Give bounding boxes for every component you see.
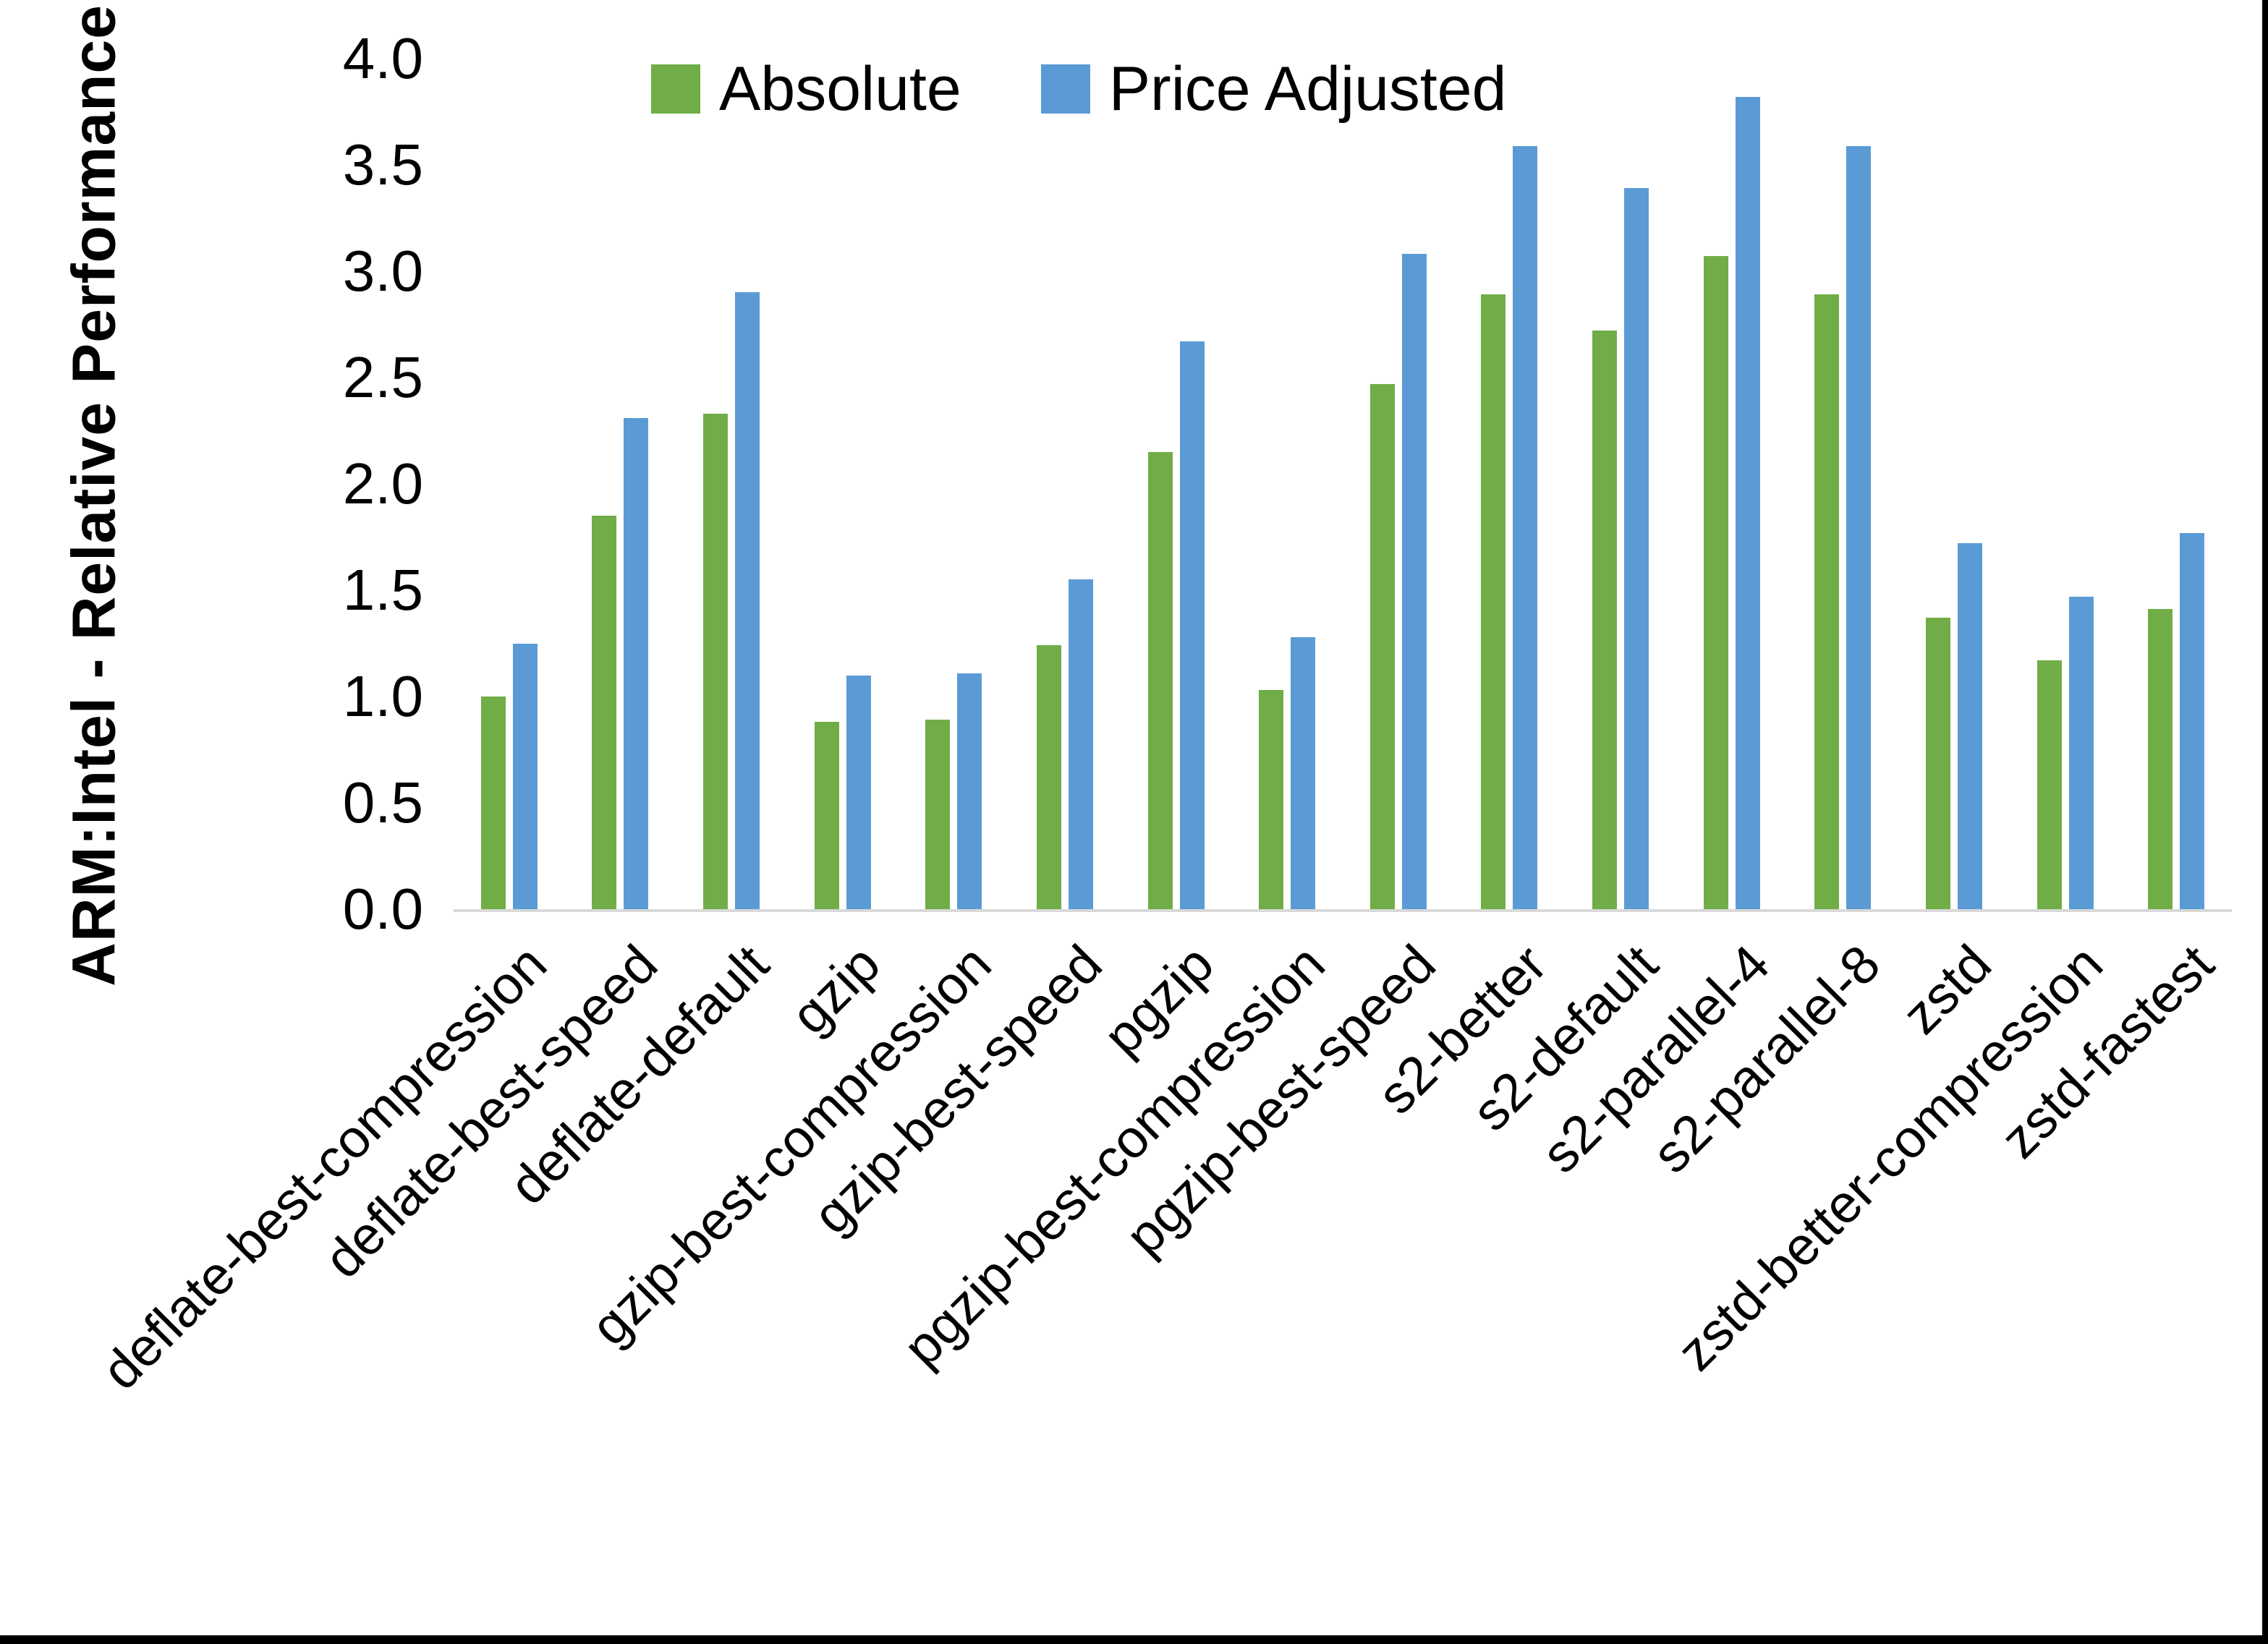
bar-price-adjusted-s2-default <box>1624 188 1649 909</box>
bar-group-deflate-best-speed <box>592 59 649 909</box>
plot-area <box>454 59 2232 912</box>
bar-price-adjusted-deflate-best-compression <box>512 643 538 909</box>
bar-price-adjusted-pgzip <box>1179 341 1205 909</box>
bar-price-adjusted-pgzip-best-compression <box>1291 636 1316 909</box>
y-axis-title: ARM:Intel - Relative Performance <box>59 4 128 987</box>
bar-absolute-deflate-default <box>703 413 729 909</box>
bar-group-s2-parallel-4 <box>1703 59 1760 909</box>
bar-group-s2-better <box>1481 59 1538 909</box>
y-tick-label: 1.5 <box>342 558 423 622</box>
bar-price-adjusted-gzip <box>846 675 871 909</box>
y-tick-label: 0.0 <box>342 877 423 941</box>
bar-group-zstd-better-compression <box>2036 59 2094 909</box>
bar-group-pgzip-best-compression <box>1259 59 1316 909</box>
legend-item-absolute: Absolute <box>651 58 961 120</box>
bar-price-adjusted-zstd-fastest <box>2180 532 2205 909</box>
bar-group-s2-default <box>1592 59 1649 909</box>
bar-absolute-deflate-best-compression <box>480 697 506 909</box>
legend-label-price-adjusted: Price Adjusted <box>1108 54 1507 124</box>
bar-absolute-s2-default <box>1592 331 1618 909</box>
y-tick-label: 4.0 <box>342 26 423 90</box>
bar-absolute-s2-parallel-8 <box>1814 294 1840 909</box>
bar-price-adjusted-gzip-best-compression <box>957 673 982 909</box>
bar-absolute-gzip-best-compression <box>925 720 951 909</box>
bar-absolute-pgzip-best-speed <box>1369 383 1395 909</box>
bar-group-gzip-best-speed <box>1036 59 1093 909</box>
bar-absolute-zstd <box>1925 618 1950 909</box>
bar-absolute-deflate-best-speed <box>592 516 617 909</box>
bar-price-adjusted-s2-better <box>1513 145 1538 909</box>
bar-group-gzip-best-compression <box>925 59 982 909</box>
bar-price-adjusted-deflate-default <box>735 292 760 909</box>
bar-groups <box>454 59 2232 909</box>
bar-price-adjusted-s2-parallel-8 <box>1846 145 1872 909</box>
legend-swatch-price-adjusted <box>1040 64 1090 114</box>
legend-label-absolute: Absolute <box>719 54 961 124</box>
y-tick-label: 2.5 <box>342 345 423 409</box>
bar-price-adjusted-zstd-better-compression <box>2068 596 2094 909</box>
bar-price-adjusted-pgzip-best-speed <box>1401 254 1427 909</box>
y-tick-label: 1.0 <box>342 664 423 728</box>
bar-price-adjusted-deflate-best-speed <box>624 417 649 909</box>
x-axis-label-deflate-best-compression: deflate-best-compression <box>90 933 558 1401</box>
y-tick-label: 3.5 <box>342 132 423 197</box>
y-tick-label: 2.0 <box>342 451 423 516</box>
x-axis-line <box>454 909 2232 912</box>
bar-group-zstd-fastest <box>2148 59 2205 909</box>
bar-absolute-pgzip <box>1147 451 1173 909</box>
bar-absolute-s2-better <box>1481 294 1506 909</box>
bar-price-adjusted-s2-parallel-4 <box>1735 96 1760 909</box>
y-tick-label: 3.0 <box>342 239 423 303</box>
bar-absolute-pgzip-best-compression <box>1259 690 1284 909</box>
y-tick-label: 0.5 <box>342 770 423 835</box>
bar-absolute-gzip <box>814 722 839 909</box>
legend-swatch-absolute <box>651 64 700 114</box>
bar-absolute-s2-parallel-4 <box>1703 256 1728 909</box>
bar-absolute-zstd-fastest <box>2148 609 2173 909</box>
bar-group-zstd <box>1925 59 1982 909</box>
bar-group-s2-parallel-8 <box>1814 59 1872 909</box>
bar-price-adjusted-gzip-best-speed <box>1068 579 1093 909</box>
bar-group-gzip <box>814 59 871 909</box>
legend-item-price-adjusted: Price Adjusted <box>1040 54 1507 124</box>
bar-group-pgzip <box>1147 59 1205 909</box>
bar-price-adjusted-zstd <box>1957 543 1982 909</box>
bar-group-deflate-default <box>703 59 760 909</box>
bar-group-pgzip-best-speed <box>1369 59 1427 909</box>
bar-absolute-gzip-best-speed <box>1036 645 1061 909</box>
bar-absolute-zstd-better-compression <box>2036 660 2062 909</box>
legend: Absolute Price Adjusted <box>651 58 1506 120</box>
bar-group-deflate-best-compression <box>480 59 538 909</box>
